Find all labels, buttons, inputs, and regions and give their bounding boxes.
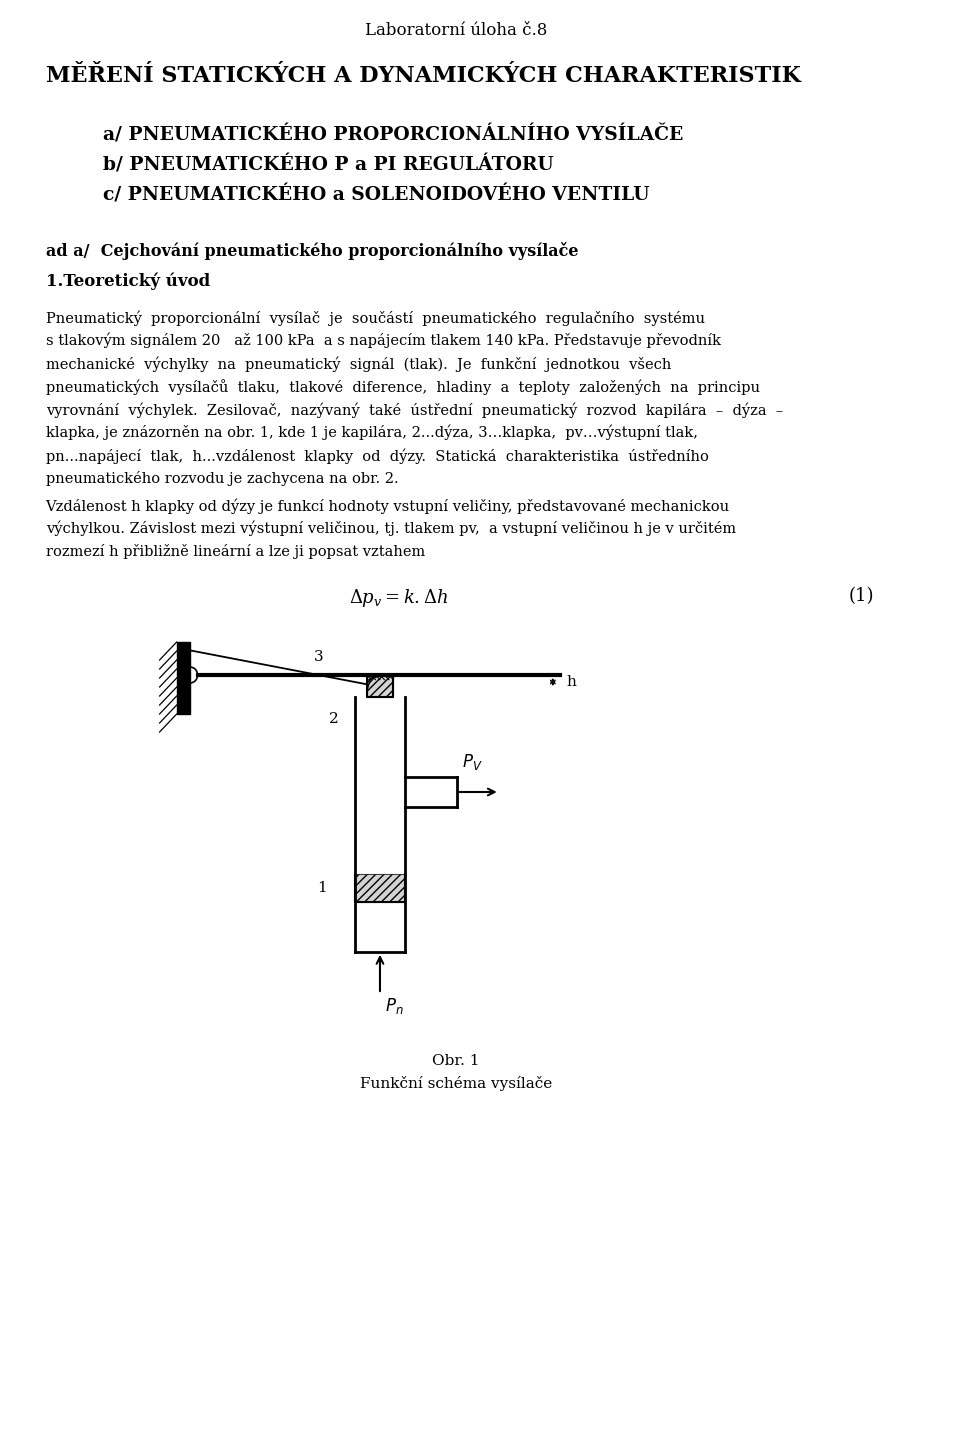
Text: a/ PNEUMATICKÉHO PROPORCIONÁLNÍHO VYSÍLAČE: a/ PNEUMATICKÉHO PROPORCIONÁLNÍHO VYSÍLA… bbox=[103, 125, 683, 143]
Text: $P_n$: $P_n$ bbox=[385, 996, 403, 1016]
Text: 1: 1 bbox=[317, 880, 326, 895]
Text: Funkční schéma vysílače: Funkční schéma vysílače bbox=[360, 1076, 552, 1090]
Bar bbox=[355, 875, 405, 902]
Text: pneumatických  vysílačů  tlaku,  tlakové  diference,  hladiny  a  teploty  založ: pneumatických vysílačů tlaku, tlakové di… bbox=[45, 379, 759, 395]
Text: výchylkou. Závislost mezi výstupní veličinou, tj. tlakem pv,  a vstupní veličino: výchylkou. Závislost mezi výstupní velič… bbox=[45, 521, 735, 537]
Text: h: h bbox=[566, 675, 576, 689]
Bar bbox=[355, 875, 405, 902]
Text: b/ PNEUMATICKÉHO P a PI REGULÁTORU: b/ PNEUMATICKÉHO P a PI REGULÁTORU bbox=[103, 155, 553, 174]
Bar bbox=[367, 675, 394, 696]
Text: $\Delta p_v = k.\Delta h$: $\Delta p_v = k.\Delta h$ bbox=[349, 586, 448, 610]
Text: pn...napájecí  tlak,  h...vzdálenost  klapky  od  dýzy.  Statická  charakteristi: pn...napájecí tlak, h...vzdálenost klapk… bbox=[45, 447, 708, 463]
Text: ad a/  Cejchování pneumatického proporcionálního vysílače: ad a/ Cejchování pneumatického proporcio… bbox=[45, 242, 578, 261]
Text: 2: 2 bbox=[328, 712, 338, 725]
Text: $P_V$: $P_V$ bbox=[462, 752, 482, 772]
Text: pneumatického rozvodu je zachycena na obr. 2.: pneumatického rozvodu je zachycena na ob… bbox=[45, 471, 398, 487]
Text: 3: 3 bbox=[313, 650, 323, 665]
Text: rozmezí h přibližně lineární a lze ji popsat vztahem: rozmezí h přibližně lineární a lze ji po… bbox=[45, 544, 425, 559]
Text: vyrovnání  výchylek.  Zesilovač,  nazývaný  také  ústřední  pneumatický  rozvod : vyrovnání výchylek. Zesilovač, nazývaný … bbox=[45, 403, 782, 417]
Text: Obr. 1: Obr. 1 bbox=[432, 1054, 480, 1069]
Bar bbox=[367, 675, 394, 696]
Text: MĚŘENÍ STATICKÝCH A DYNAMICKÝCH CHARAKTERISTIK: MĚŘENÍ STATICKÝCH A DYNAMICKÝCH CHARAKTE… bbox=[45, 65, 801, 87]
Text: klapka, je znázorněn na obr. 1, kde 1 je kapilára, 2...dýza, 3…klapka,  pv…výstu: klapka, je znázorněn na obr. 1, kde 1 je… bbox=[45, 426, 698, 440]
Text: (1): (1) bbox=[849, 586, 874, 605]
Text: mechanické  výchylky  na  pneumatický  signál  (tlak).  Je  funkční  jednotkou  : mechanické výchylky na pneumatický signá… bbox=[45, 356, 671, 372]
Text: Laboratorní úloha č.8: Laboratorní úloha č.8 bbox=[365, 22, 547, 39]
Text: Vzdálenost h klapky od dýzy je funkcí hodnoty vstupní veličiny, představované me: Vzdálenost h klapky od dýzy je funkcí ho… bbox=[45, 498, 730, 514]
Text: Pneumatický  proporcionální  vysílač  je  součástí  pneumatického  regulačního  : Pneumatický proporcionální vysílač je so… bbox=[45, 310, 705, 326]
Bar bbox=[177, 641, 190, 714]
Text: 1.Teoretický úvod: 1.Teoretický úvod bbox=[45, 272, 210, 290]
Text: s tlakovým signálem 20   až 100 kPa  a s napájecím tlakem 140 kPa. Představuje p: s tlakovým signálem 20 až 100 kPa a s na… bbox=[45, 333, 721, 349]
Text: c/ PNEUMATICKÉHO a SOLENOIDOVÉHO VENTILU: c/ PNEUMATICKÉHO a SOLENOIDOVÉHO VENTILU bbox=[103, 185, 649, 204]
